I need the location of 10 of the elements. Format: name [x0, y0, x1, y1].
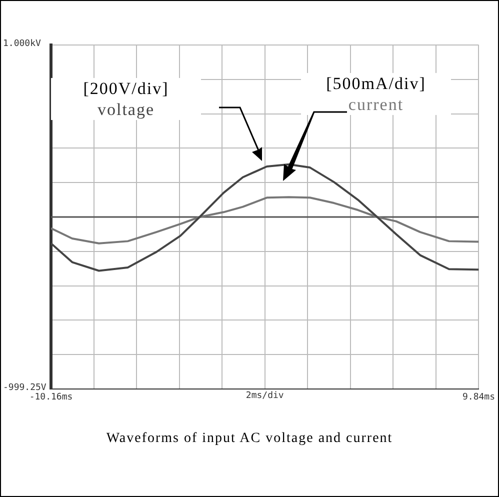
x-tick-label: -10.16ms — [29, 392, 73, 403]
x-axis-title: 2ms/div — [246, 390, 284, 401]
text: [200V/div] — [82, 78, 170, 99]
text: 1.000kV — [3, 39, 41, 49]
text: current — [347, 94, 405, 115]
x-tick-label: 9.84ms — [462, 392, 495, 403]
text: Waveforms of input AC voltage and current — [105, 431, 394, 447]
text: voltage — [96, 99, 156, 120]
text: [500mA/div] — [325, 73, 427, 94]
text: -999.25V — [3, 383, 46, 393]
